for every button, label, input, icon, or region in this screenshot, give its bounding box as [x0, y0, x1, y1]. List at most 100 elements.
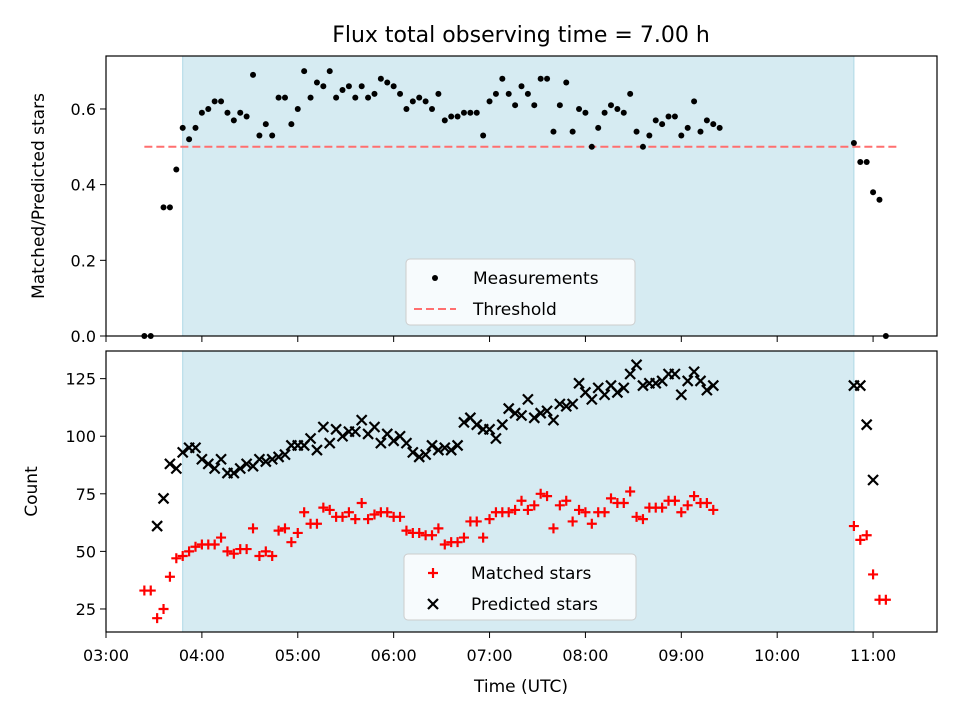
bottom-x-ticks: 03:00 04:00 05:00 06:00 07:00 08:00 09:00 10:00…: [83, 632, 896, 665]
y-tick-label: 125: [65, 370, 96, 389]
predicted-stars-point: [707, 379, 720, 392]
predicted-stars-point: [496, 418, 509, 431]
measurement-point: [486, 98, 493, 105]
measurement-point: [671, 113, 678, 120]
predicted-stars-point: [522, 393, 534, 406]
predicted-stars-point: [566, 398, 579, 410]
measurement-point: [390, 83, 397, 90]
measurement-point: [646, 132, 653, 139]
measurement-point: [441, 117, 448, 124]
legend-label: Threshold: [472, 300, 557, 320]
matched-stars-point: [190, 541, 201, 552]
predicted-stars-point: [470, 418, 483, 431]
predicted-stars-point: [260, 455, 272, 468]
measurement-point: [224, 109, 231, 116]
matched-stars-point: [267, 550, 278, 561]
predicted-stars-point: [560, 400, 573, 413]
matched-stars-point: [299, 507, 310, 518]
matched-stars-point: [433, 523, 444, 534]
predicted-stars-point: [694, 375, 707, 387]
top-data-layer: [141, 68, 898, 339]
measurement-point: [333, 94, 340, 101]
x-tick-label: 07:00: [466, 646, 512, 665]
measurement-point: [281, 94, 288, 101]
matched-stars-point: [471, 516, 482, 527]
predicted-stars-point: [272, 451, 285, 463]
matched-stars-point: [171, 553, 182, 564]
measurement-point: [480, 132, 487, 139]
measurement-point: [186, 136, 193, 143]
measurement-point: [409, 98, 416, 105]
matched-stars-point: [356, 498, 367, 509]
measurement-point: [358, 83, 365, 90]
matched-stars-point: [701, 498, 712, 509]
matched-stars-point: [260, 546, 271, 557]
y-tick-label: 25: [76, 600, 96, 619]
predicted-stars-point: [688, 365, 700, 378]
predicted-stars-point: [349, 425, 362, 438]
matched-stars-point: [676, 507, 687, 518]
matched-stars-point: [184, 546, 195, 557]
matched-stars-point: [401, 525, 412, 536]
bottom-legend: Matched stars Predicted stars: [403, 553, 637, 621]
measurement-point: [192, 124, 199, 131]
y-tick-label: 0.4: [71, 176, 96, 195]
matched-stars-point: [657, 502, 668, 513]
measurement-point: [320, 83, 327, 90]
top-legend: Measurements Threshold: [405, 258, 636, 326]
legend-marker-predicted: [427, 598, 439, 610]
measurement-point: [230, 117, 237, 124]
matched-stars-point: [567, 516, 578, 527]
bottom-panel: 25 50 75 100 125 03:00 04:00 05:00 06:00 07:00 08…: [22, 350, 938, 697]
predicted-stars-point: [617, 382, 630, 394]
legend-marker-matched: [428, 568, 438, 578]
matched-stars-point: [254, 550, 265, 561]
measurement-point: [518, 83, 525, 90]
predicted-stars-point: [311, 444, 323, 456]
predicted-stars-point: [151, 520, 163, 532]
predicted-stars-point: [439, 441, 451, 454]
measurement-point: [448, 113, 455, 120]
measurement-point: [703, 117, 710, 124]
predicted-stars-point: [502, 402, 515, 415]
predicted-stars-point: [528, 412, 541, 424]
predicted-stars-point: [534, 407, 547, 419]
measurement-point: [876, 196, 883, 203]
measurement-point: [371, 90, 378, 97]
measurement-point: [275, 94, 282, 101]
matched-stars-point: [292, 527, 303, 538]
measurement-point: [205, 105, 212, 112]
measurement-point: [550, 128, 557, 135]
matched-stars-point: [158, 603, 169, 614]
legend-box: [403, 553, 637, 621]
matched-stars-point: [248, 523, 259, 534]
matched-stars-point: [286, 537, 297, 548]
measurement-point: [243, 113, 250, 120]
measurement-point: [863, 158, 870, 165]
matched-stars-point: [529, 500, 540, 511]
matched-stars-point: [350, 514, 361, 525]
measurement-point: [627, 90, 634, 97]
predicted-stars-point: [368, 421, 381, 433]
predicted-stars-point: [176, 446, 189, 459]
bottom-axes-frame: [105, 350, 938, 633]
predicted-stars-point: [860, 418, 873, 431]
measurement-point: [307, 94, 314, 101]
predicted-stars-point: [854, 379, 867, 392]
matched-stars-point: [452, 537, 463, 548]
predicted-stars-point: [208, 462, 221, 475]
bottom-data-layer: [139, 359, 891, 624]
measurement-point: [595, 124, 602, 131]
matched-stars-point: [337, 511, 348, 522]
legend-box: [405, 258, 636, 326]
measurement-point: [256, 132, 263, 139]
predicted-stars-point: [419, 448, 432, 461]
measurement-point: [850, 140, 857, 147]
measurement-point: [467, 109, 474, 116]
top-y-axis-label: Matched/Predicted stars: [29, 93, 49, 299]
predicted-stars-point: [630, 359, 643, 371]
measurement-point: [173, 166, 180, 173]
predicted-stars-point: [413, 451, 426, 463]
matched-stars-point: [574, 504, 585, 515]
top-y-ticks: 0.0 0.2 0.4 0.6: [71, 100, 106, 346]
